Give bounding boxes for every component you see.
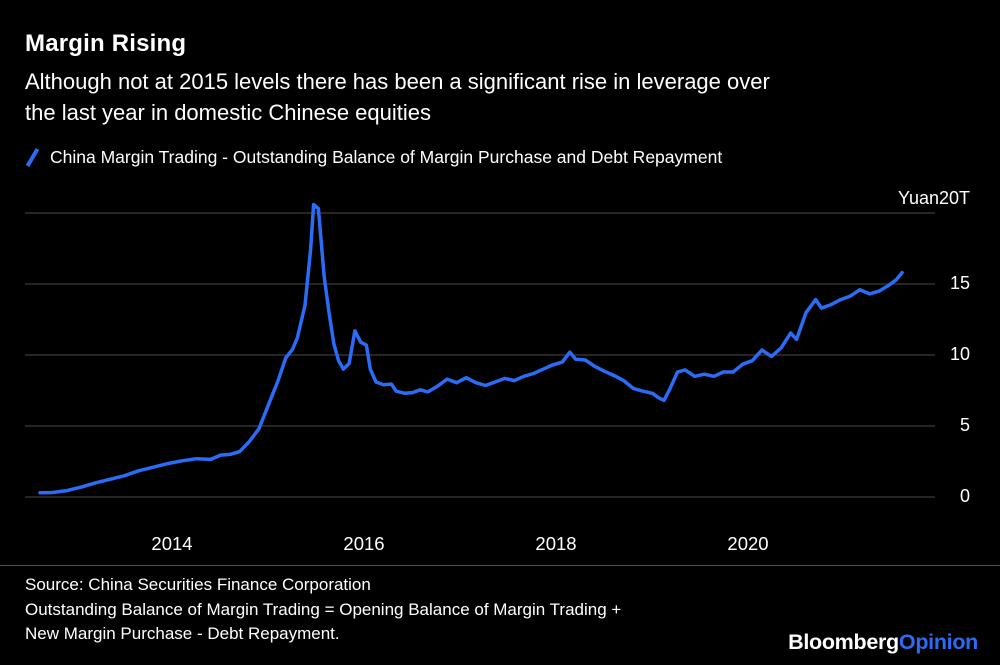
footer-divider [0,565,1000,566]
legend: China Margin Trading - Outstanding Balan… [25,147,722,168]
chart-subtitle: Although not at 2015 levels there has be… [25,66,770,128]
y-tick-label-0: 0 [959,486,970,506]
x-tick-label-2020: 2020 [727,533,769,554]
chart-subtitle-line-2: the last year in domestic Chinese equiti… [25,100,431,125]
y-tick-label-15: 15 [949,273,970,293]
legend-label: China Margin Trading - Outstanding Balan… [50,147,723,167]
x-tick-label-2018: 2018 [535,533,577,554]
chart-subtitle-line-1: Although not at 2015 levels there has be… [25,69,770,94]
x-tick-label-2016: 2016 [343,533,385,554]
source-line-1: Source: China Securities Finance Corpora… [25,575,371,594]
source-note: Source: China Securities Finance Corpora… [25,573,621,647]
margin-balance-line [38,202,904,495]
y-tick-label-10: 10 [949,344,970,364]
bloomberg-opinion-logo: BloombergOpinion [788,630,978,655]
page-title: Margin Rising [25,30,187,57]
y-axis-unit-label: Yuan20T [897,188,970,208]
legend-line-icon [25,147,40,168]
y-tick-label-5: 5 [959,415,970,435]
x-tick-label-2014: 2014 [151,533,193,554]
source-line-3: New Margin Purchase - Debt Repayment. [25,624,340,643]
logo-brand-text: Bloomberg [788,630,899,654]
source-line-2: Outstanding Balance of Margin Trading = … [25,599,622,619]
logo-accent-text: Opinion [898,630,978,654]
